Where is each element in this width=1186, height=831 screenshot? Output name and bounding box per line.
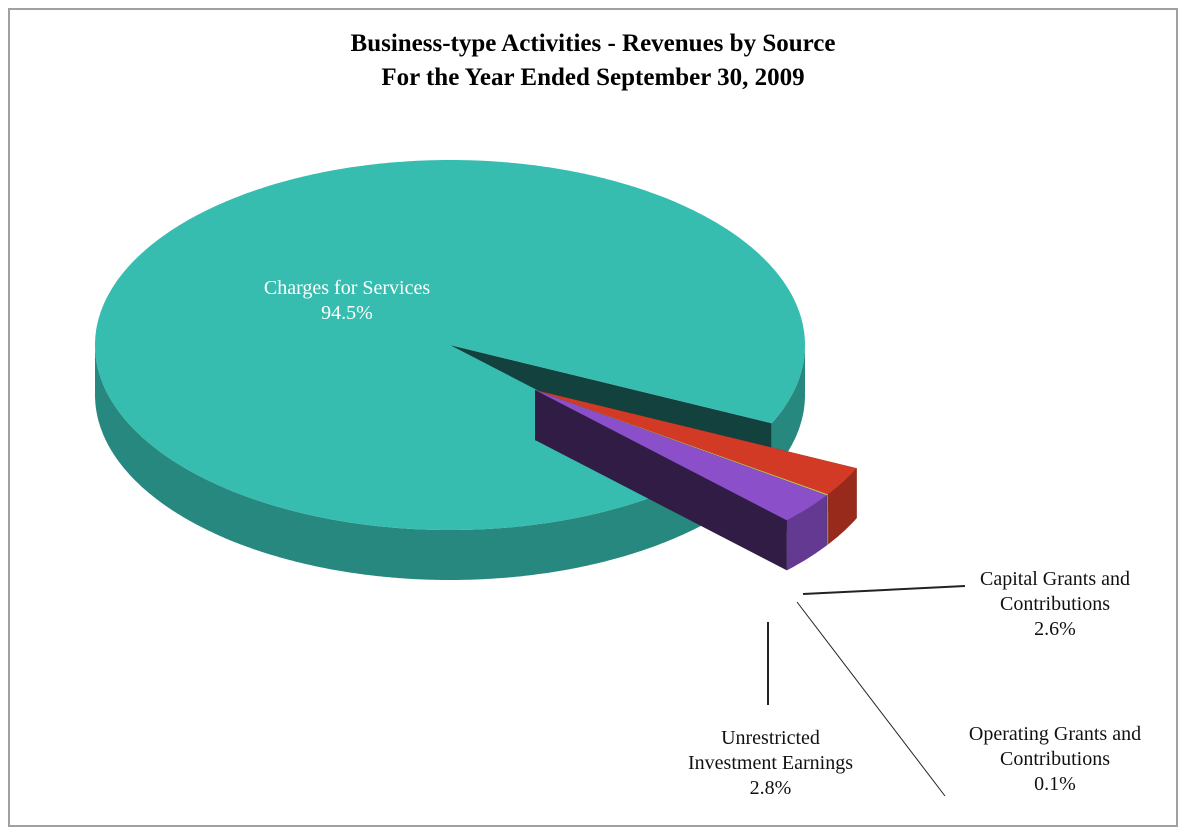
slice-side [826,494,829,546]
chart-title: Business-type Activities - Revenues by S… [350,30,836,57]
category-label: Charges for Services [263,277,431,299]
leader-line [796,601,946,797]
slice-top [535,390,829,496]
slice-top [535,390,827,521]
pie [95,160,857,580]
category-label: Operating Grants and Contributions [968,723,1142,770]
value-label: 2.8% [749,777,792,799]
chart-subtitle: For the Year Ended September 30, 2009 [381,64,805,91]
slice-side [771,346,805,474]
slice-wall [535,390,787,571]
slice-top [535,390,857,495]
leader-line [802,585,966,595]
slice-label: Unrestricted Investment Earnings 2.8% [678,726,863,801]
category-label: Unrestricted Investment Earnings [688,727,853,774]
value-label: 0.1% [1034,773,1076,795]
slice-side [95,345,702,580]
slice-side [828,468,857,545]
slice-label: Charges for Services 94.5% [217,276,477,326]
slice-side [786,495,827,571]
slice-label: Operating Grants and Contributions 0.1% [950,722,1160,797]
value-label: 2.6% [1034,618,1076,640]
slice-label: Capital Grants and Contributions 2.6% [960,567,1150,642]
category-label: Capital Grants and Contributions [980,568,1130,615]
value-label: 94.5% [321,302,373,324]
chart-frame [8,8,1178,827]
